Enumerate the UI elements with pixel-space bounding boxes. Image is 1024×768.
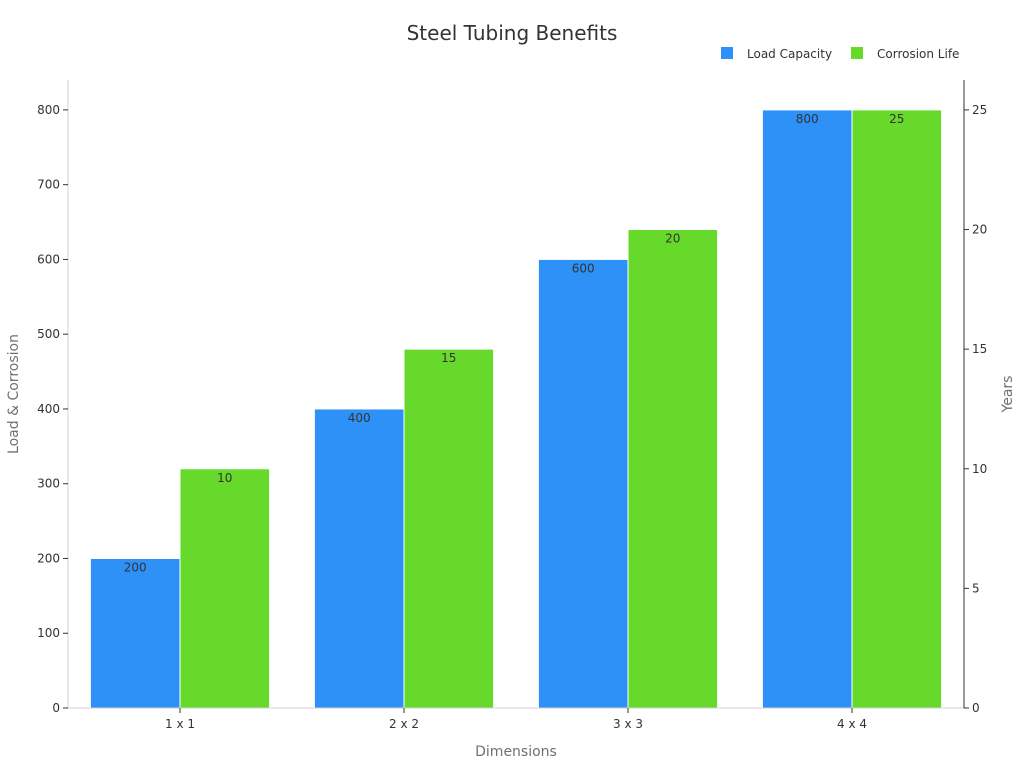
x-tick-label: 1 x 1 [165,717,195,731]
chart-title: Steel Tubing Benefits [407,21,618,45]
y2-tick-label: 20 [972,223,987,237]
legend: Load Capacity Corrosion Life [721,47,959,61]
data-label-corrosion-life-1: 10 [217,471,232,485]
y-tick-label: 600 [37,252,60,266]
data-label-corrosion-life-3: 20 [665,232,680,246]
y2-tick-label: 5 [972,581,980,595]
legend-label-corrosion-life: Corrosion Life [877,47,959,61]
x-tick-label: 3 x 3 [613,717,643,731]
y-axis-title: Load & Corrosion [6,334,22,454]
data-label-load-capacity-3: 600 [572,261,595,275]
x-axis-title: Dimensions [475,744,557,760]
y2-axis-ticks: 0 5 10 15 20 25 [964,103,987,715]
bar-load-capacity-1 [89,557,181,709]
data-label-corrosion-life-4: 25 [889,112,904,126]
bar-corrosion-life-3 [627,229,719,709]
y-tick-label: 300 [37,477,60,491]
data-labels: 200 10 400 15 600 20 800 25 [124,112,905,575]
data-label-corrosion-life-2: 15 [441,351,456,365]
y-tick-label: 0 [52,701,60,715]
legend-swatch-load-capacity [721,47,733,59]
y2-axis-title: Years [1000,376,1016,414]
x-tick-label: 4 x 4 [837,717,867,731]
data-label-load-capacity-4: 800 [796,112,819,126]
y-tick-label: 500 [37,327,60,341]
y2-tick-label: 15 [972,342,987,356]
y-tick-label: 200 [37,551,60,565]
y2-tick-label: 0 [972,701,980,715]
x-tick-label: 2 x 2 [389,717,419,731]
legend-swatch-corrosion-life [851,47,863,59]
x-axis-ticks: 1 x 1 2 x 2 3 x 3 4 x 4 [165,708,867,731]
bar-load-capacity-2 [313,408,405,709]
bar-corrosion-life-1 [179,468,271,709]
y-axis-ticks: 0 100 200 300 400 500 600 700 800 [37,103,68,715]
bar-corrosion-life-4 [851,109,943,709]
y2-tick-label: 10 [972,462,987,476]
legend-label-load-capacity: Load Capacity [747,47,832,61]
bars [89,109,943,709]
y-tick-label: 400 [37,402,60,416]
y-tick-label: 100 [37,626,60,640]
y-tick-label: 700 [37,178,60,192]
bar-load-capacity-4 [761,109,853,709]
y2-tick-label: 25 [972,103,987,117]
y-tick-label: 800 [37,103,60,117]
bar-corrosion-life-2 [403,348,495,709]
data-label-load-capacity-2: 400 [348,411,371,425]
data-label-load-capacity-1: 200 [124,560,147,574]
bar-load-capacity-3 [537,258,629,709]
